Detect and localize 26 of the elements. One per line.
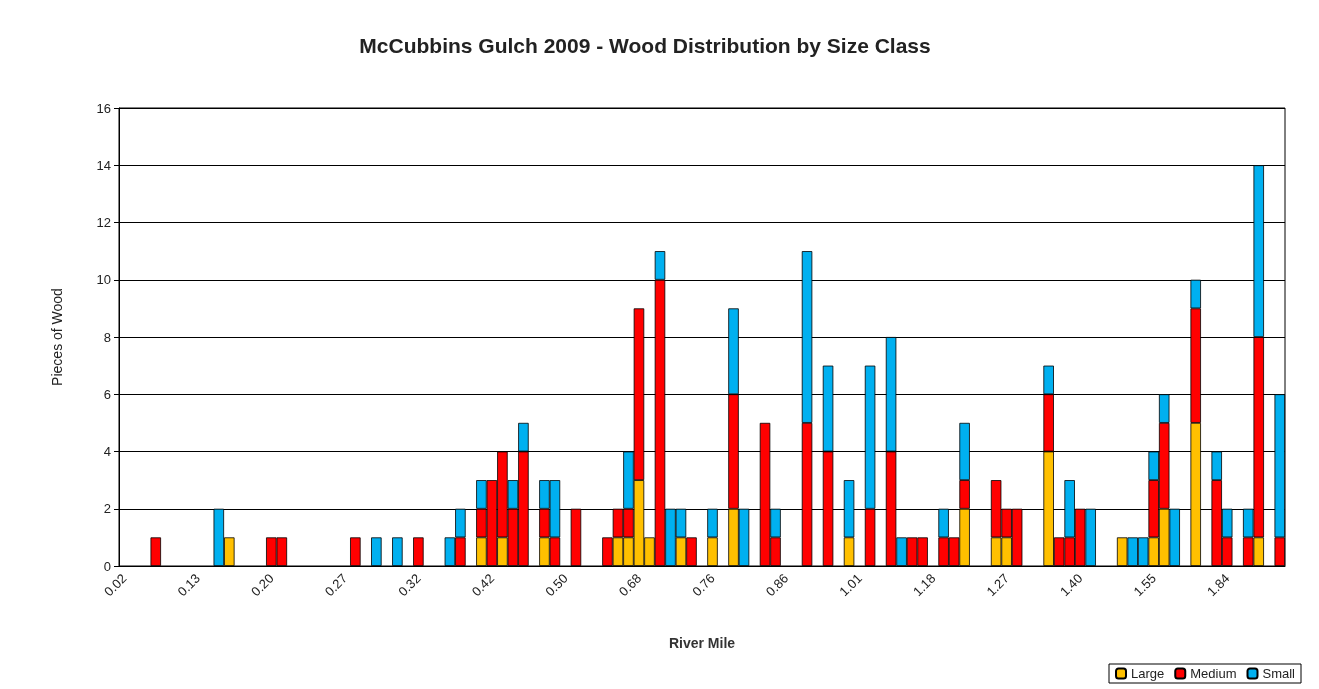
x-tick-label: 0.86 — [762, 570, 792, 600]
y-tick-label: 8 — [103, 329, 111, 345]
x-axis-title: River Mile — [668, 635, 736, 651]
chart-title: McCubbins Gulch 2009 - Wood Distribution by Size Class — [359, 34, 931, 57]
y-tick-label: 4 — [103, 444, 111, 459]
x-tick-label: 1.18 — [909, 570, 939, 600]
legend-label: Small — [1262, 666, 1296, 681]
x-tick-label: 0.13 — [174, 570, 204, 600]
x-tick-label: 0.76 — [689, 570, 718, 600]
x-tick-label: 1.01 — [836, 570, 865, 600]
x-tick-label: 0.32 — [395, 570, 424, 600]
y-tick-label: 2 — [103, 501, 111, 517]
x-tick-label: 0.42 — [468, 570, 498, 600]
y-tick-label: 10 — [96, 272, 111, 288]
x-tick-label: 0.20 — [248, 570, 277, 600]
y-tick-label: 6 — [103, 386, 111, 402]
y-tick-label: 14 — [96, 157, 111, 173]
y-tick-label: 16 — [96, 100, 111, 116]
x-tick-label: 1.40 — [1056, 570, 1086, 600]
x-tick-label: 0.68 — [615, 570, 645, 600]
y-tick-label: 12 — [96, 215, 111, 230]
x-tick-label: 0.50 — [542, 570, 571, 600]
x-tick-label: 1.84 — [1204, 570, 1233, 600]
y-axis-title: Pieces of Wood — [49, 288, 65, 386]
legend-label: Large — [1131, 666, 1165, 681]
legend-label: Medium — [1190, 666, 1237, 681]
